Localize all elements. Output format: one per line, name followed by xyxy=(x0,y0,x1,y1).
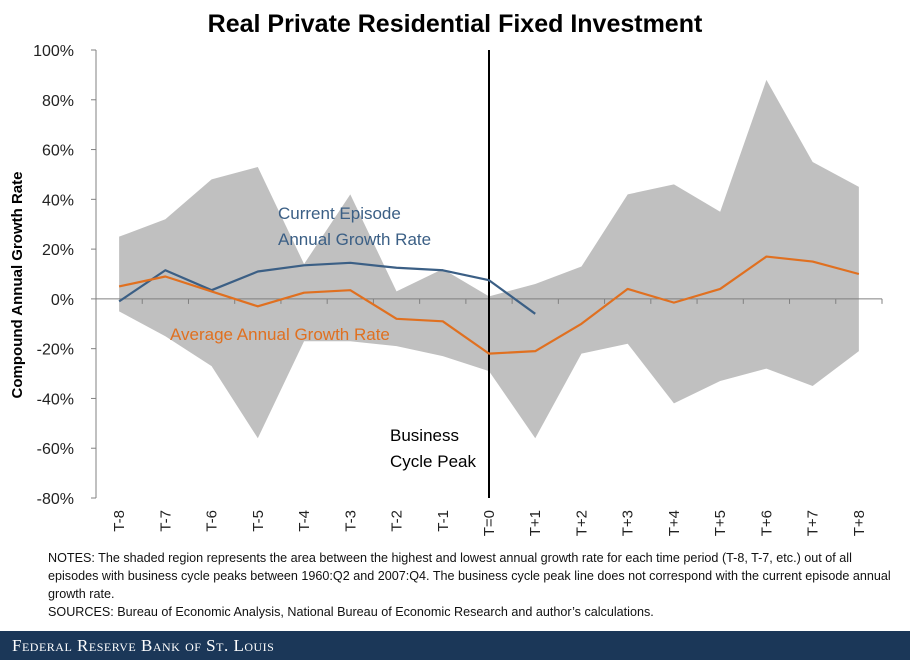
x-tick-label: T+2 xyxy=(573,510,590,536)
y-tick-label: 0% xyxy=(51,292,74,309)
y-tick-label: 100% xyxy=(33,43,74,60)
x-tick-label: T=0 xyxy=(481,510,498,536)
x-tick-label: T+1 xyxy=(527,510,544,536)
business-cycle-label-line1: Business xyxy=(390,426,459,445)
x-tick-label: T-1 xyxy=(435,510,452,532)
current-episode-label-line1: Current Episode xyxy=(278,204,401,223)
x-tick-label: T+5 xyxy=(712,510,729,536)
y-tick-label: 60% xyxy=(42,143,74,160)
x-tick-label: T-2 xyxy=(389,510,406,532)
x-tick-label: T-7 xyxy=(157,510,174,532)
x-tick-label: T-4 xyxy=(296,510,313,532)
y-tick-label: -60% xyxy=(37,441,74,458)
x-tick-label: T-3 xyxy=(342,510,359,532)
average-growth-label: Average Annual Growth Rate xyxy=(170,325,390,344)
current-episode-line xyxy=(118,261,536,315)
x-tick-label: T-6 xyxy=(204,510,221,532)
range-band xyxy=(119,79,859,439)
x-tick-label: T+8 xyxy=(851,510,868,536)
x-tick-label: T+6 xyxy=(758,510,775,536)
footer-text: Federal Reserve Bank of St. Louis xyxy=(12,636,275,655)
x-tick-label: T-8 xyxy=(111,510,128,532)
average-growth-line xyxy=(118,255,860,355)
x-tick-label: T+3 xyxy=(620,510,637,536)
x-tick-label: T+4 xyxy=(666,510,683,536)
footer-banner: Federal Reserve Bank of St. Louis xyxy=(0,631,910,660)
y-tick-label: -80% xyxy=(37,491,74,508)
y-tick-label: 20% xyxy=(42,242,74,259)
y-axis-label: Compound Annual Growth Rate xyxy=(9,172,26,399)
notes-text: NOTES: The shaded region represents the … xyxy=(48,551,891,601)
x-tick-label: T+7 xyxy=(805,510,822,536)
current-episode-label-line2: Annual Growth Rate xyxy=(278,230,431,249)
y-tick-label: 80% xyxy=(42,93,74,110)
y-tick-label: 40% xyxy=(42,192,74,209)
plot-area: 100% 80% 60% 40% 20% 0% -20% -40% -60% -80% T-8 T-7… xyxy=(33,43,883,536)
notes-block: NOTES: The shaded region represents the … xyxy=(48,549,898,621)
chart-title: Real Private Residential Fixed Investmen… xyxy=(208,10,703,38)
business-cycle-label-line2: Cycle Peak xyxy=(390,452,476,471)
y-tick-label: -40% xyxy=(37,391,74,408)
sources-text: SOURCES: Bureau of Economic Analysis, Na… xyxy=(48,605,654,619)
chart-area: Real Private Residential Fixed Investmen… xyxy=(9,10,883,536)
y-tick-label: -20% xyxy=(37,342,74,359)
x-tick-label: T-5 xyxy=(250,510,267,532)
